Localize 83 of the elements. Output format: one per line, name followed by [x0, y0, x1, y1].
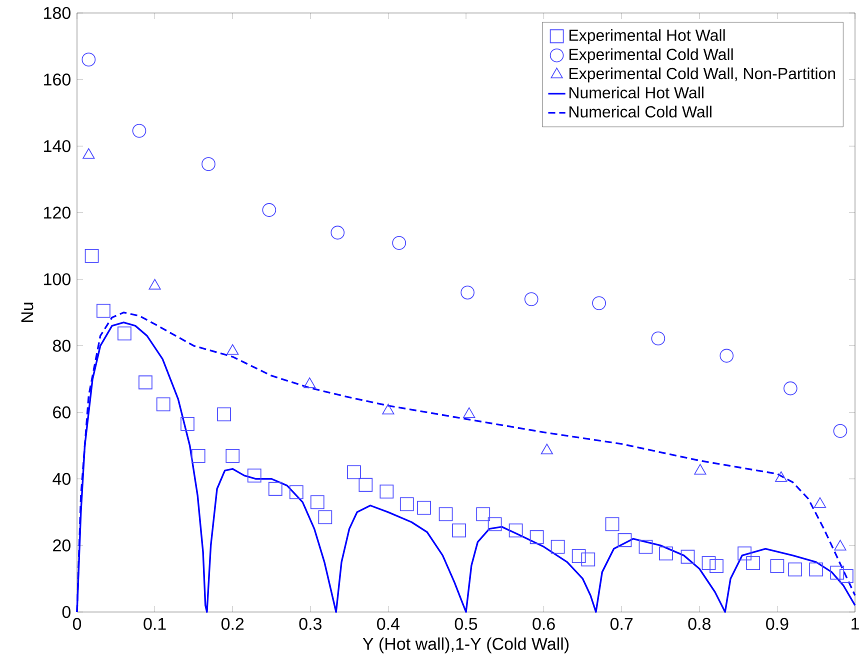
- point: [96, 304, 110, 318]
- point: [524, 292, 538, 306]
- point: [318, 510, 332, 524]
- point: [830, 566, 844, 580]
- point: [508, 524, 523, 538]
- point: [138, 375, 152, 390]
- point: [217, 407, 231, 422]
- legend-label: Numerical Cold Wall: [570, 106, 712, 118]
- x-tick-label: 0.6: [532, 618, 555, 630]
- x-tick-label: 0.2: [221, 618, 244, 630]
- point: [488, 517, 502, 532]
- point: [417, 500, 431, 515]
- point: [82, 52, 96, 67]
- point: [268, 482, 282, 496]
- point: [330, 226, 345, 240]
- point: [400, 497, 414, 512]
- point: [132, 124, 146, 138]
- y-tick-label: 60: [53, 406, 70, 418]
- point: [770, 559, 784, 574]
- point: [550, 540, 565, 554]
- point: [592, 296, 606, 310]
- point: [720, 348, 734, 363]
- point: [226, 448, 240, 463]
- point: [680, 550, 695, 564]
- y-tick-label: 40: [52, 472, 70, 485]
- y-axis-title: Nu: [21, 302, 34, 322]
- x-tick-label: 0.3: [299, 618, 322, 630]
- point: [262, 203, 276, 217]
- point: [618, 533, 632, 548]
- x-tick-label: 0.8: [688, 618, 710, 630]
- point: [392, 236, 406, 250]
- y-tick-label: 160: [44, 74, 70, 86]
- point: [638, 540, 653, 554]
- point: [651, 332, 666, 346]
- point: [833, 424, 848, 438]
- x-tick-label: 0.4: [377, 618, 400, 630]
- point: [702, 556, 716, 570]
- point: [156, 397, 170, 412]
- point: [783, 381, 798, 396]
- point: [605, 517, 620, 532]
- point: [202, 157, 216, 172]
- point: [710, 559, 724, 574]
- point: [289, 485, 304, 500]
- point: [247, 468, 262, 483]
- legend-label: Experimental Cold Wall, Non-Partition: [570, 67, 836, 82]
- point: [530, 530, 544, 544]
- point: [840, 569, 854, 584]
- y-tick-label: 180: [44, 6, 70, 20]
- point: [180, 417, 194, 431]
- point: [380, 484, 394, 498]
- point: [347, 465, 361, 480]
- point: [460, 286, 475, 300]
- legend-label: Numerical Hot Wall: [570, 86, 704, 98]
- x-axis-title: Y (Hot wall),1-Y (Cold Wall): [362, 637, 569, 654]
- x-tick-label: 0: [72, 618, 82, 630]
- point: [452, 524, 466, 538]
- point: [310, 495, 324, 510]
- y-tick-label: 120: [44, 206, 70, 219]
- x-tick-label: 0.5: [454, 618, 478, 630]
- point: [358, 478, 373, 492]
- y-tick-label: 100: [44, 273, 70, 286]
- point: [581, 552, 596, 566]
- point: [788, 562, 802, 576]
- point: [659, 546, 673, 560]
- legend-label: Experimental Hot Wall: [570, 29, 725, 44]
- point: [84, 248, 99, 263]
- point: [191, 448, 206, 463]
- y-tick-label: 140: [44, 140, 70, 152]
- point: [118, 326, 132, 340]
- x-tick-label: 0.1: [144, 618, 166, 630]
- point: [738, 546, 752, 560]
- y-tick-label: 80: [52, 340, 70, 352]
- point: [809, 562, 824, 576]
- y-tick-label: 20: [53, 539, 70, 552]
- x-tick-label: 0.7: [610, 618, 633, 630]
- point: [438, 507, 453, 522]
- x-tick-label: 0.9: [766, 618, 788, 630]
- y-tick-label: 0: [62, 606, 70, 618]
- point: [746, 556, 760, 570]
- legend-label: Experimental Cold Wall: [570, 48, 733, 64]
- point: [476, 507, 490, 522]
- point: [572, 549, 586, 564]
- x-tick-label: 1: [852, 618, 859, 630]
